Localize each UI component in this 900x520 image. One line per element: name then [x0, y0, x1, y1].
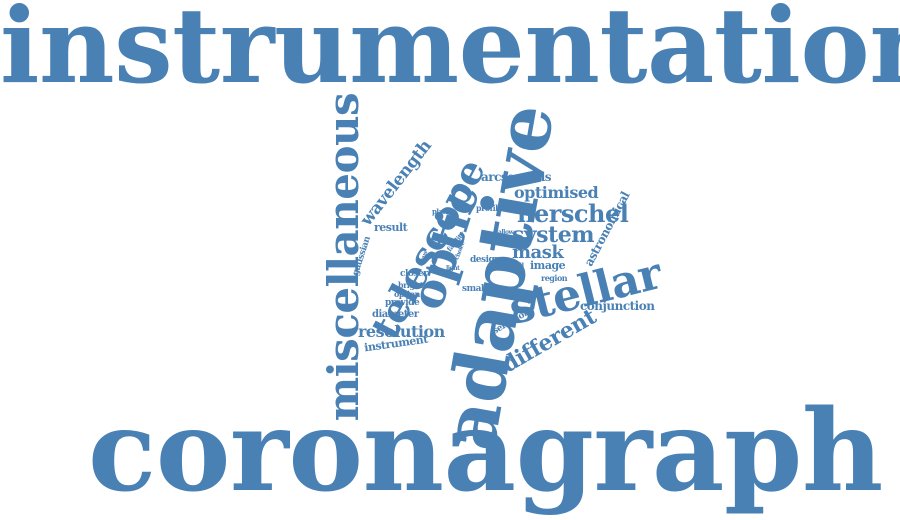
word-closer: closer: [400, 269, 428, 279]
word-bright: bright: [398, 280, 423, 290]
word-light: light: [446, 265, 460, 272]
word-arcseconds: arcseconds: [481, 170, 551, 184]
word-design: design: [470, 255, 501, 265]
word-region: region: [541, 273, 568, 283]
word-resolution: resolution: [358, 322, 445, 341]
word-option: option: [394, 289, 420, 299]
word-provide: provide: [385, 298, 420, 308]
word-result: result: [374, 221, 408, 234]
word-plane: plane: [432, 207, 452, 216]
word-diameter: diameter: [372, 309, 419, 320]
word-herschel: herschel: [517, 199, 629, 228]
word-allow: allow: [498, 229, 514, 236]
word-coronagraph: coronagraph: [88, 386, 883, 517]
word-image: image: [530, 259, 566, 272]
word-time: time: [430, 253, 444, 260]
word-mask: mask: [512, 242, 564, 263]
word-instrumentation: instrumentation: [0, 0, 900, 107]
word-profile: profile: [476, 203, 503, 213]
word-step: step: [447, 273, 460, 280]
word-smaller: smaller: [462, 284, 497, 294]
word-system: system: [512, 222, 595, 248]
word-optimised: optimised: [514, 183, 599, 202]
word-pupil: pupil: [506, 261, 524, 270]
word-conjunction: conjunction: [580, 299, 655, 313]
